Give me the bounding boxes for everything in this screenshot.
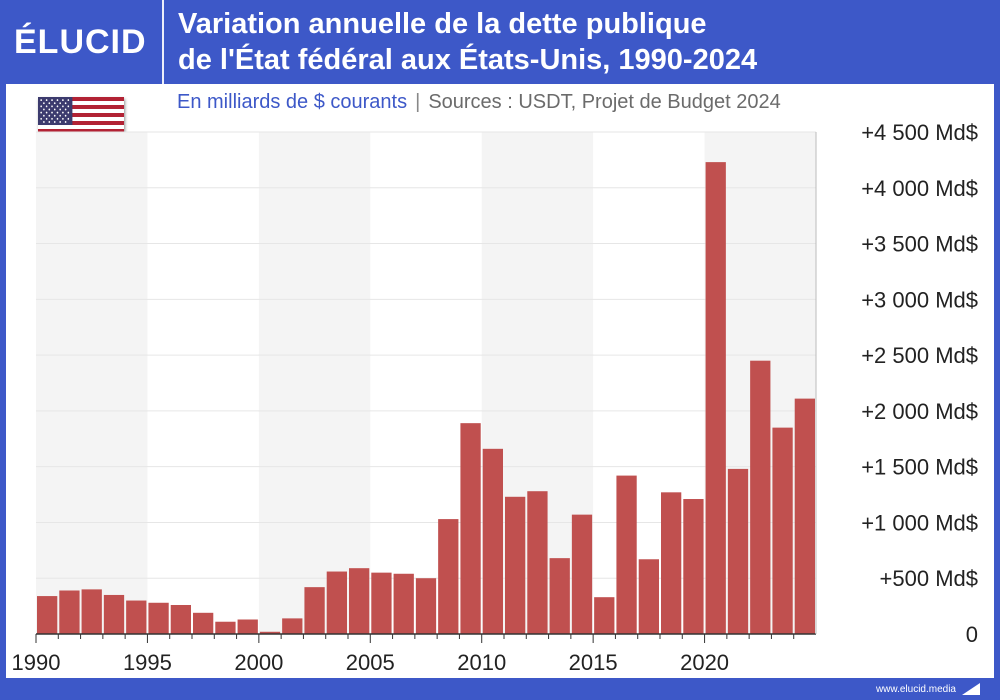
bar [103, 594, 125, 634]
elucid-mark-icon [962, 683, 980, 695]
bar [638, 559, 659, 634]
bar [282, 618, 303, 634]
bar [259, 631, 281, 634]
y-tick-label: +2 500 Md$ [861, 343, 978, 368]
x-tick-label: 2010 [457, 650, 506, 675]
y-tick-label: +1 500 Md$ [861, 455, 978, 480]
bar [215, 621, 236, 634]
bar [505, 496, 526, 634]
bar [683, 499, 704, 634]
bar [705, 162, 726, 634]
y-tick-label: +500 Md$ [880, 566, 978, 591]
bar [661, 492, 682, 634]
bar [438, 519, 459, 634]
x-tick-label: 2000 [234, 650, 283, 675]
bar [37, 596, 58, 634]
unit-label: En milliards de $ courants [177, 91, 408, 113]
subtitle-separator: | [415, 91, 421, 113]
bar [371, 572, 392, 634]
y-tick-label: +3 000 Md$ [861, 287, 978, 312]
bar [460, 423, 481, 634]
y-tick-labels: 0 +500 Md$ +1 000 Md$ +1 500 Md$ +2 000 Md$ +… [861, 120, 978, 647]
bar [549, 558, 570, 634]
bar [326, 571, 347, 634]
x-tick-labels: 1990 1995 2000 2005 2010 2015 2020 [12, 650, 730, 675]
x-tick-label: 2005 [346, 650, 395, 675]
bar [349, 568, 370, 634]
bar [772, 427, 793, 634]
background-band [258, 132, 371, 634]
gridlines [36, 131, 816, 579]
bar [571, 514, 593, 634]
bar [482, 448, 503, 634]
y-tick-label: +1 000 Md$ [861, 510, 978, 535]
bar [126, 600, 147, 634]
bar [148, 602, 169, 634]
y-tick-label: 0 [966, 622, 978, 647]
x-tick-label: 2020 [680, 650, 729, 675]
bar [393, 573, 414, 634]
bar [750, 360, 771, 634]
title-line-1: Variation annuelle de la dette publique [178, 8, 707, 40]
bar-series [37, 162, 815, 634]
sources-label: Sources : USDT, Projet de Budget 2024 [428, 91, 781, 113]
header: ÉLUCID Variation annuelle de la dette pu… [0, 0, 1000, 84]
y-tick-label: +2 000 Md$ [861, 399, 978, 424]
title-line-2: de l'État fédéral aux États-Unis, 1990-2… [178, 44, 758, 76]
bar [81, 589, 102, 634]
bar [594, 597, 615, 634]
axes [35, 132, 817, 643]
y-tick-label: +4 000 Md$ [861, 176, 978, 201]
chart-subtitle: En milliards de $ courants | Sources : USD… [177, 89, 977, 115]
bar [794, 398, 815, 634]
bar [170, 604, 191, 634]
bar [304, 587, 325, 634]
bar [193, 612, 214, 634]
bar [59, 590, 80, 634]
footer-url[interactable]: www.elucid.media [875, 684, 956, 695]
x-tick-label: 2015 [569, 650, 618, 675]
bar [415, 578, 437, 634]
x-tick-label: 1995 [123, 650, 172, 675]
header-divider [162, 0, 164, 84]
y-tick-label: +4 500 Md$ [861, 120, 978, 145]
bar [237, 619, 258, 634]
elucid-logo[interactable]: ÉLUCID [14, 23, 147, 61]
bar [727, 468, 749, 634]
page-title: Variation annuelle de la dette publique … [178, 6, 978, 78]
x-tick-label: 1990 [12, 650, 61, 675]
y-tick-label: +3 500 Md$ [861, 232, 978, 257]
bar [527, 491, 548, 634]
bar [616, 475, 637, 634]
background-band [36, 132, 148, 634]
